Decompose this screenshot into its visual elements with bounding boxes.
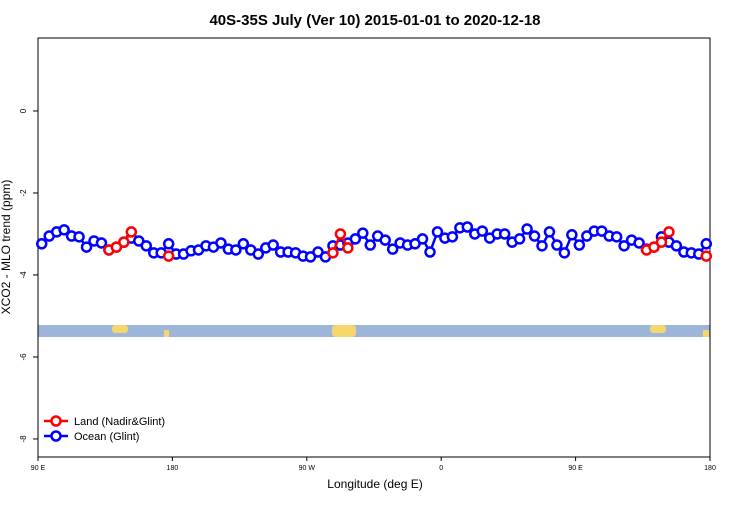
- x-tick-label: 90 E: [31, 465, 46, 472]
- y-tick-label: -8: [19, 435, 28, 443]
- legend-label: Land (Nadir&Glint): [74, 416, 165, 428]
- land-blob: [164, 330, 169, 337]
- x-tick-label: 90 W: [299, 465, 316, 472]
- y-tick-label: -2: [19, 189, 28, 197]
- data-point: [446, 231, 459, 243]
- data-point: [663, 226, 675, 238]
- data-point: [513, 233, 526, 245]
- data-point: [551, 239, 563, 251]
- data-point: [536, 240, 548, 252]
- data-point: [618, 240, 630, 252]
- data-point: [252, 248, 265, 260]
- x-tick-label: 180: [704, 465, 716, 472]
- data-point: [357, 227, 369, 239]
- data-point: [521, 223, 533, 235]
- data-point: [528, 230, 541, 242]
- data-point: [342, 242, 354, 254]
- data-point: [633, 237, 645, 249]
- land-blob: [112, 325, 128, 333]
- land-blob: [650, 325, 666, 333]
- data-point: [573, 239, 586, 251]
- data-point: [461, 221, 474, 233]
- data-point: [349, 233, 362, 245]
- data-point: [162, 238, 175, 250]
- data-point: [610, 231, 623, 243]
- legend-marker: [50, 430, 62, 442]
- data-point: [95, 237, 108, 249]
- data-point: [498, 228, 511, 240]
- data-point: [215, 237, 227, 249]
- data-point: [364, 239, 377, 251]
- data-point: [379, 234, 391, 246]
- data-point: [700, 250, 713, 262]
- x-axis-label: Longitude (deg E): [327, 477, 422, 491]
- data-point: [35, 238, 48, 250]
- map-strip: [38, 325, 710, 337]
- y-axis-label: XCO2 - MLO trend (ppm): [0, 180, 13, 315]
- legend-label: Ocean (Glint): [74, 431, 139, 443]
- data-point: [416, 233, 429, 245]
- x-tick-label: 180: [167, 465, 179, 472]
- data-point: [230, 244, 242, 256]
- data-point: [431, 226, 444, 238]
- data-point: [140, 240, 153, 252]
- data-point: [655, 236, 668, 248]
- land-blob: [332, 325, 356, 337]
- y-tick-label: -4: [19, 271, 28, 279]
- data-point: [543, 226, 556, 238]
- data-point: [424, 246, 436, 258]
- ocean-band: [38, 325, 710, 337]
- y-tick-label: 0: [19, 108, 28, 113]
- data-point: [558, 247, 571, 259]
- x-tick-label: 0: [439, 465, 443, 472]
- data-point: [566, 229, 578, 241]
- data-point: [267, 239, 279, 251]
- data-point: [80, 241, 93, 253]
- data-point: [386, 243, 399, 255]
- data-point: [334, 228, 347, 240]
- chart-title: 40S-35S July (Ver 10) 2015-01-01 to 2020…: [209, 12, 540, 29]
- data-point: [700, 238, 713, 250]
- data-point: [118, 236, 130, 248]
- data-point: [73, 231, 85, 243]
- data-point: [58, 224, 70, 236]
- data-point: [237, 238, 250, 250]
- data-point: [125, 226, 138, 238]
- y-tick-label: -6: [19, 353, 28, 361]
- land-blob: [703, 330, 709, 337]
- legend-marker: [50, 415, 62, 427]
- data-point: [327, 247, 339, 259]
- data-point: [670, 240, 683, 252]
- x-tick-label: 90 E: [568, 465, 583, 472]
- data-point: [162, 250, 175, 262]
- data-point: [476, 225, 489, 237]
